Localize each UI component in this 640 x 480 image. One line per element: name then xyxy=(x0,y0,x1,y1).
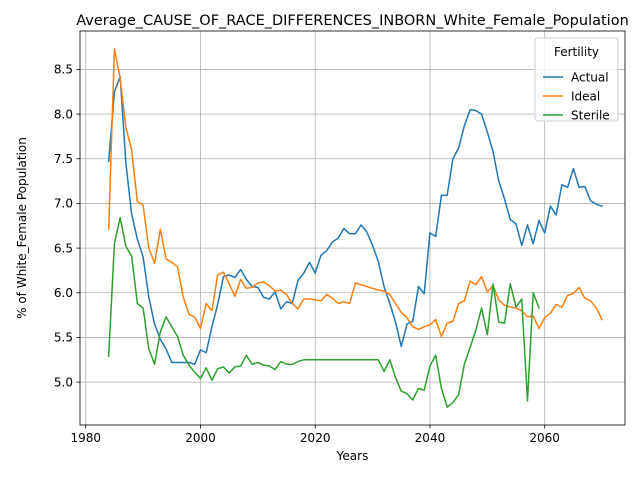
y-tick-label: 6.5 xyxy=(54,241,73,255)
x-axis-title: Years xyxy=(336,449,369,463)
y-tick-label: 7.5 xyxy=(54,152,73,166)
x-tick-label: 2040 xyxy=(415,431,446,445)
gridlines xyxy=(80,31,625,425)
legend-title: Fertility xyxy=(554,45,599,59)
legend-label-actual: Actual xyxy=(571,70,609,84)
y-tick-label: 6.0 xyxy=(54,286,73,300)
plot-frame xyxy=(79,30,626,426)
legend-label-sterile: Sterile xyxy=(571,108,610,122)
series-line-ideal xyxy=(107,48,604,338)
y-tick-label: 5.5 xyxy=(54,331,73,345)
x-tick-label: 1980 xyxy=(70,431,101,445)
y-axis-title: % of White_Female Population xyxy=(15,137,29,319)
series-lines xyxy=(107,48,604,408)
series-line-actual xyxy=(107,75,603,365)
series-line-sterile xyxy=(107,216,540,408)
x-tick-label: 2020 xyxy=(300,431,331,445)
y-tick-label: 7.0 xyxy=(54,197,73,211)
axis-ticks: 1980 2000 2020 2040 2060 5.0 5.5 6.0 6.5 7.0 7.5 8.… xyxy=(54,63,560,445)
y-tick-label: 5.0 xyxy=(54,375,73,389)
y-tick-label: 8.5 xyxy=(54,63,73,77)
y-tick-label: 8.0 xyxy=(54,107,73,121)
chart-title: Average_CAUSE_OF_RACE_DIFFERENCES_INBORN… xyxy=(76,13,629,29)
x-tick-label: 2060 xyxy=(529,431,560,445)
legend-label-ideal: Ideal xyxy=(571,89,600,103)
x-tick-label: 2000 xyxy=(185,431,216,445)
legend: Fertility Actual Ideal Sterile xyxy=(534,37,619,122)
legend-box xyxy=(534,37,619,122)
